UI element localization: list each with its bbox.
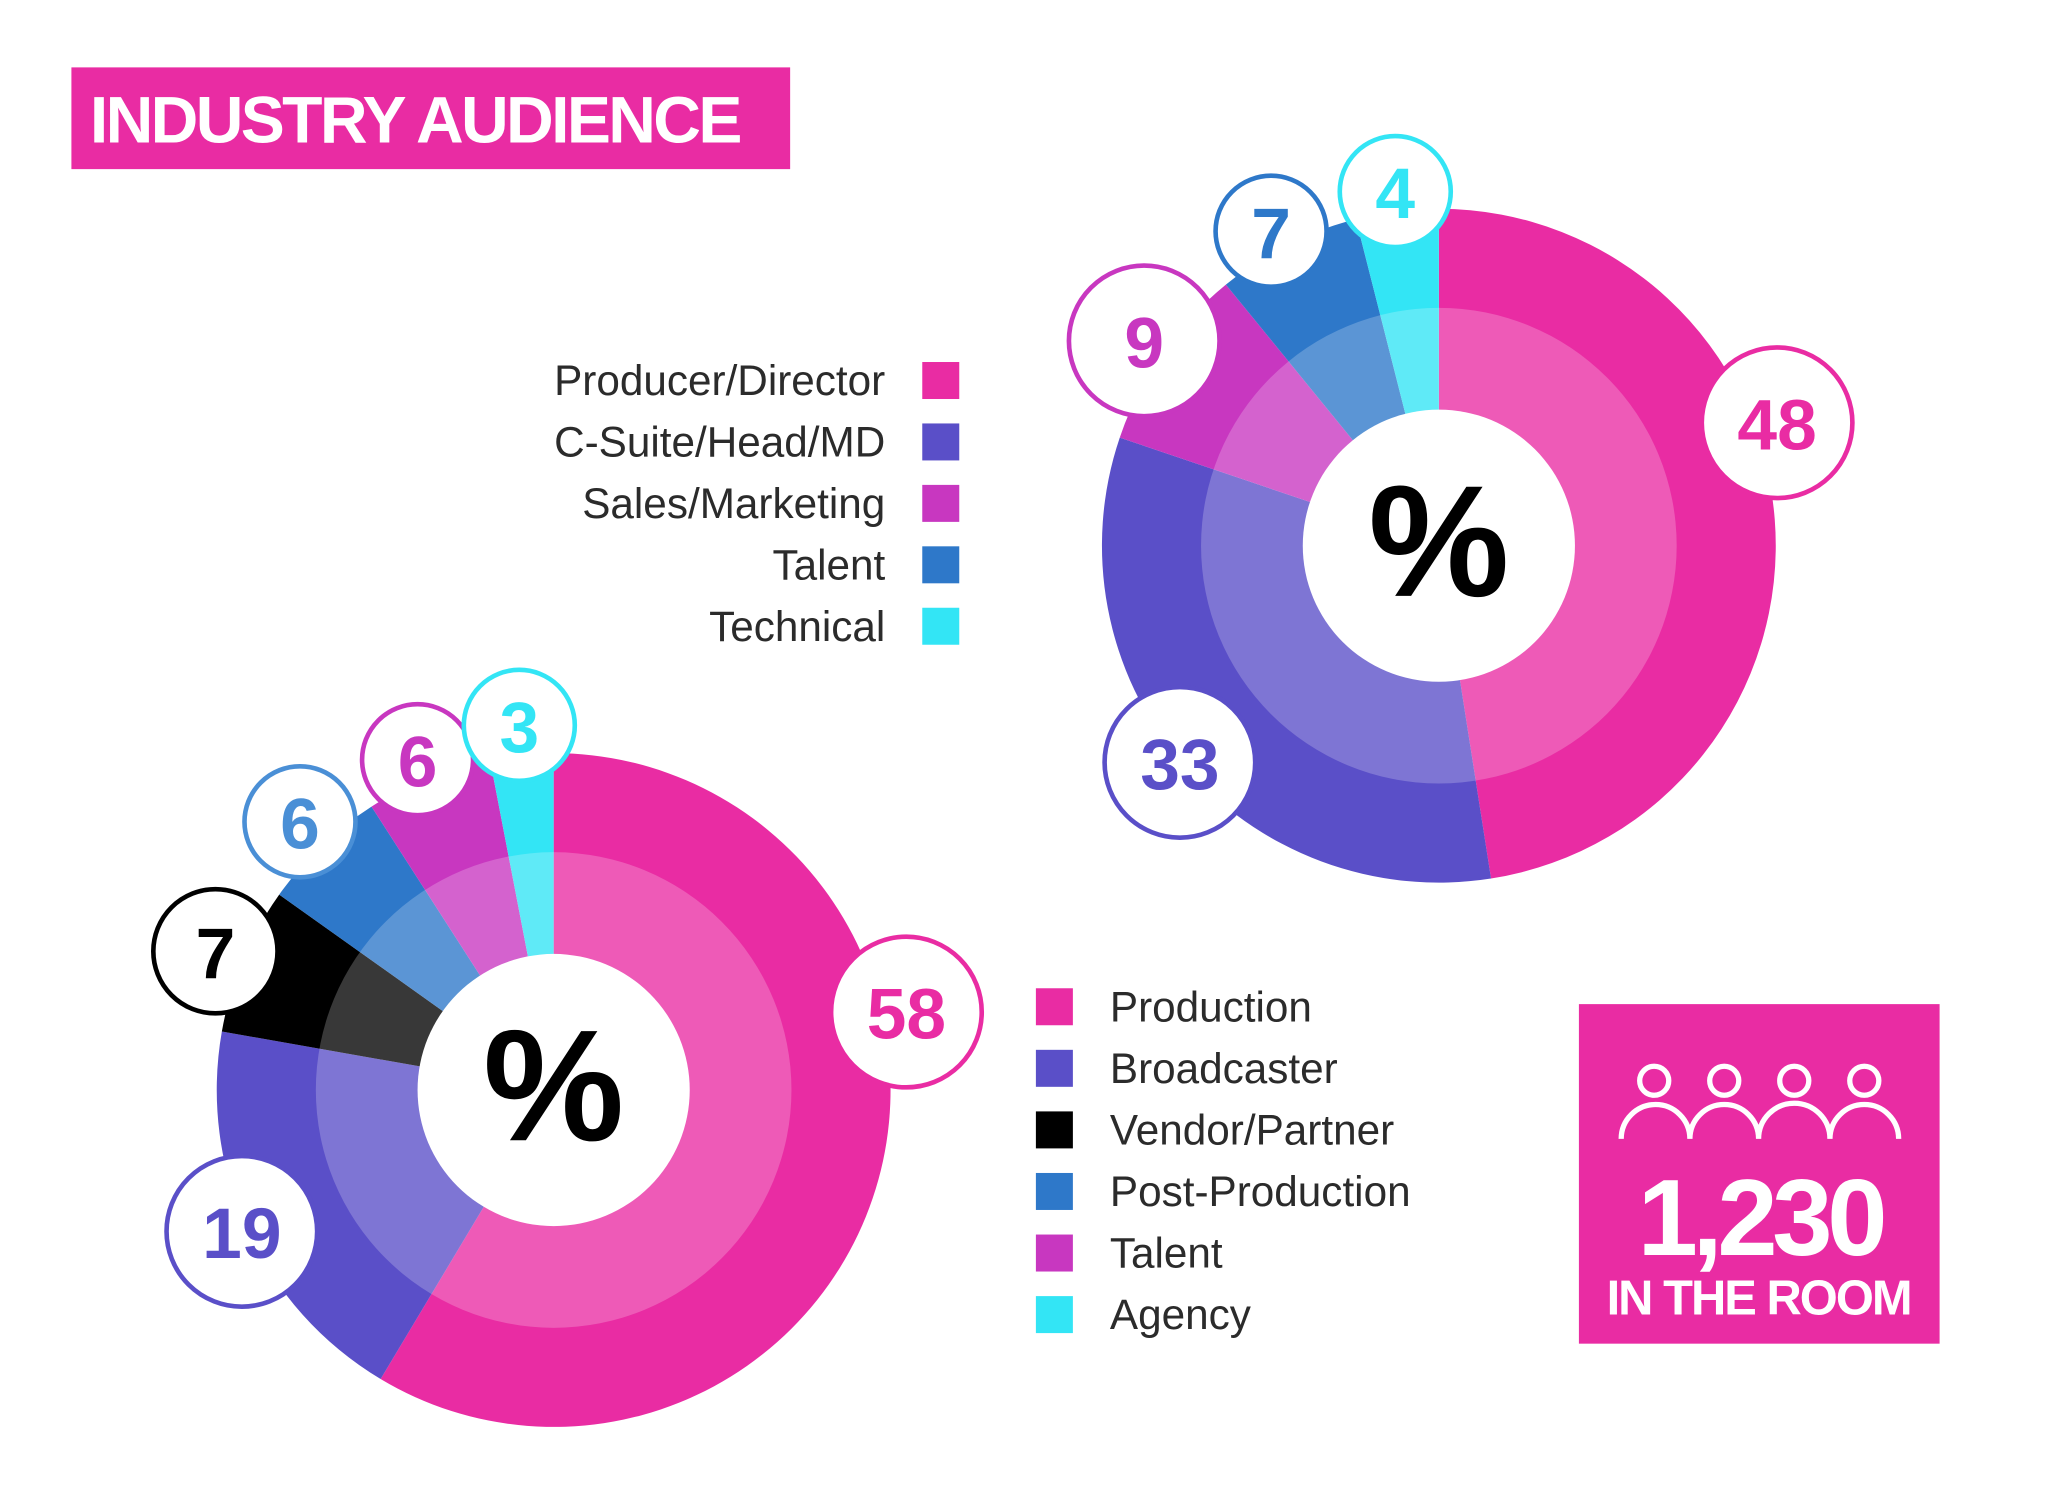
center-percent-label: % <box>1368 452 1509 630</box>
value-bubble: 4 <box>1337 133 1454 250</box>
attendance-stat-box: 1,230 IN THE ROOM <box>1578 1004 1940 1344</box>
legend-swatch <box>1035 1049 1073 1087</box>
legend-swatch <box>922 484 960 522</box>
people-group-icon <box>1618 1063 1902 1139</box>
value-bubble: 19 <box>164 1153 320 1309</box>
donut-chart-job-role: % 48 33 9 7 4 <box>1066 133 1855 883</box>
legend-industry-sector: Production Broadcaster Vendor/Partner Post-… <box>1035 983 1411 1338</box>
donut-hole <box>1302 409 1575 682</box>
legend-swatch <box>922 423 960 461</box>
page-title: INDUSTRY AUDIENCE <box>90 83 740 157</box>
legend-item: Talent <box>1035 1230 1223 1277</box>
legend-swatch <box>1035 1111 1073 1149</box>
data-label: 4 <box>1375 154 1415 234</box>
data-label: 6 <box>398 722 438 802</box>
legend-item: Agency <box>1035 1291 1252 1338</box>
legend-swatch <box>1035 1234 1073 1272</box>
legend-label: Technical <box>709 603 885 650</box>
legend-job-role: Producer/Director C-Suite/Head/MD Sales/Ma… <box>554 357 960 650</box>
donut-slice <box>489 753 554 961</box>
legend-item: C-Suite/Head/MD <box>554 418 960 465</box>
data-label: 3 <box>499 688 539 768</box>
donut-slice <box>216 1031 486 1380</box>
legend-label: C-Suite/Head/MD <box>554 418 885 465</box>
legend-label: Producer/Director <box>554 357 885 404</box>
data-label: 19 <box>202 1194 281 1274</box>
value-bubble: 3 <box>461 667 578 784</box>
donut-slice <box>380 753 891 1427</box>
legend-item: Post-Production <box>1035 1168 1411 1215</box>
value-bubble: 58 <box>828 934 985 1090</box>
data-label: 6 <box>280 784 320 864</box>
legend-swatch <box>1035 988 1073 1026</box>
value-bubble: 6 <box>242 763 358 880</box>
data-label: 7 <box>196 914 236 994</box>
legend-swatch <box>922 362 960 400</box>
value-bubble: 6 <box>359 701 476 818</box>
stat-label: IN THE ROOM <box>1607 1272 1911 1326</box>
legend-swatch <box>922 546 960 584</box>
data-label: 33 <box>1140 725 1219 805</box>
legend-item: Broadcaster <box>1035 1045 1338 1092</box>
data-label: 9 <box>1124 304 1164 384</box>
legend-label: Post-Production <box>1110 1168 1411 1215</box>
legend-label: Agency <box>1110 1291 1252 1338</box>
donut-hole <box>417 953 690 1227</box>
legend-label: Talent <box>772 541 885 588</box>
legend-item: Production <box>1035 983 1312 1030</box>
value-bubble: 9 <box>1066 263 1222 419</box>
stat-value: 1,230 <box>1638 1157 1884 1278</box>
title-background <box>71 67 791 170</box>
stat-background <box>1578 1004 1940 1344</box>
legend-swatch <box>1035 1296 1073 1334</box>
legend-item: Sales/Marketing <box>582 480 960 527</box>
donut-slice <box>1438 208 1776 879</box>
value-bubble: 7 <box>151 886 280 1016</box>
legend-swatch <box>1035 1172 1073 1210</box>
data-label: 7 <box>1251 194 1291 274</box>
value-bubble: 33 <box>1102 684 1258 840</box>
value-bubble: 48 <box>1699 345 1855 501</box>
legend-label: Broadcaster <box>1110 1045 1338 1092</box>
legend-swatch <box>922 607 960 645</box>
legend-label: Production <box>1110 983 1312 1030</box>
legend-label: Talent <box>1110 1230 1223 1277</box>
data-label: 48 <box>1737 385 1816 465</box>
donut-slice <box>1355 208 1439 418</box>
title-banner: INDUSTRY AUDIENCE <box>71 67 791 170</box>
data-label: 58 <box>867 975 946 1055</box>
legend-item: Technical <box>709 603 960 650</box>
center-percent-label: % <box>483 996 624 1174</box>
legend-label: Sales/Marketing <box>582 480 885 527</box>
legend-item: Talent <box>772 541 960 588</box>
legend-item: Producer/Director <box>554 357 960 404</box>
legend-item: Vendor/Partner <box>1035 1106 1394 1153</box>
legend-label: Vendor/Partner <box>1110 1106 1394 1153</box>
value-bubble: 7 <box>1213 173 1329 290</box>
